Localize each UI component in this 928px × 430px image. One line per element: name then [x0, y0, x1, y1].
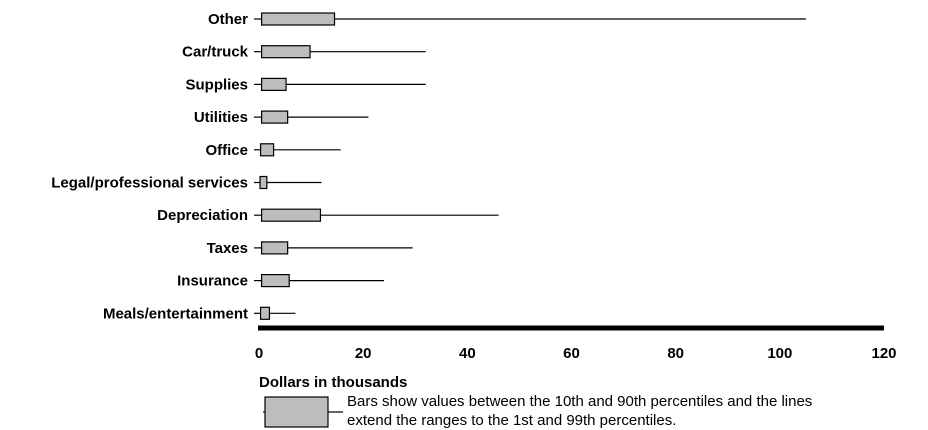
legend: Bars show values between the 10th and 90…: [263, 393, 812, 429]
x-tick-label: 100: [767, 345, 792, 362]
category-label: Other: [208, 11, 248, 28]
legend-text-line1: Bars show values between the 10th and 90…: [347, 393, 812, 410]
percentile-box: [259, 175, 268, 190]
row-supplies: Supplies: [185, 76, 426, 93]
x-tick-label: 0: [255, 345, 263, 362]
category-label: Meals/entertainment: [103, 305, 248, 322]
percentile-box: [261, 274, 290, 288]
category-label: Depreciation: [157, 207, 248, 224]
category-label: Office: [205, 142, 248, 159]
row-legal-professional-services: Legal/professional services: [51, 175, 322, 192]
legend-text-line2: extend the ranges to the 1st and 99th pe…: [347, 412, 676, 429]
legend-box: [264, 396, 329, 428]
percentile-box: [261, 110, 289, 124]
percentile-box: [261, 208, 322, 222]
x-tick-labels: 0 20 40 60 80 100 120: [255, 345, 897, 362]
percentile-box: [259, 143, 275, 157]
x-tick-label: 80: [667, 345, 684, 362]
category-label: Utilities: [194, 109, 248, 126]
percentile-box: [261, 12, 336, 26]
row-insurance: Insurance: [177, 273, 384, 290]
row-other: Other: [208, 11, 806, 28]
row-utilities: Utilities: [194, 109, 369, 126]
row-office: Office: [205, 142, 341, 159]
x-axis-title: Dollars in thousands: [259, 374, 407, 391]
category-label: Supplies: [185, 76, 248, 93]
category-label: Car/truck: [182, 44, 249, 61]
category-label: Taxes: [207, 240, 248, 257]
x-tick-label: 40: [459, 345, 476, 362]
x-tick-label: 120: [871, 345, 896, 362]
row-car-truck: Car/truck: [182, 44, 426, 61]
x-tick-label: 60: [563, 345, 580, 362]
chart-rows: Other Car/truck Supplies Utilities Office Leg…: [51, 11, 806, 322]
percentile-box: [259, 306, 271, 320]
row-taxes: Taxes: [207, 240, 413, 257]
percentile-box: [261, 241, 289, 255]
row-depreciation: Depreciation: [157, 207, 499, 224]
row-meals-entertainment: Meals/entertainment: [103, 305, 296, 322]
category-label: Insurance: [177, 273, 248, 290]
percentile-box: [261, 45, 311, 59]
percentile-box: [261, 77, 287, 92]
x-tick-label: 20: [355, 345, 372, 362]
category-label: Legal/professional services: [51, 175, 248, 192]
